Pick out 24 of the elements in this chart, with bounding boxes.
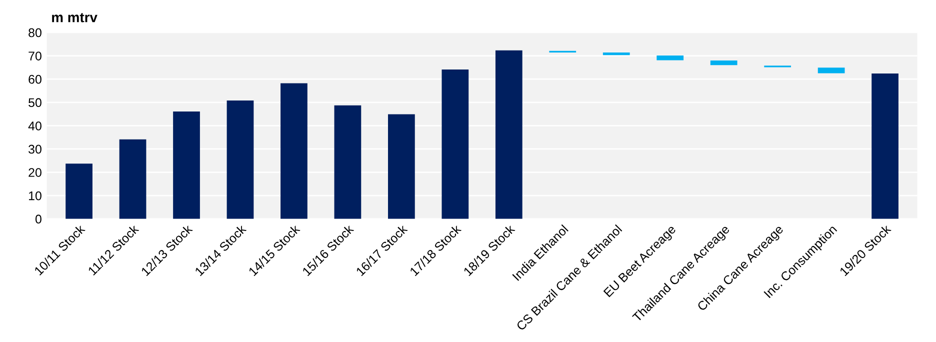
bar	[602, 52, 630, 56]
bar	[495, 50, 522, 219]
y-tick-label: 0	[35, 214, 42, 224]
bar	[442, 70, 469, 219]
bar	[388, 114, 415, 219]
bar	[656, 56, 684, 60]
y-tick-label: 10	[28, 191, 42, 200]
bar	[226, 100, 254, 219]
bar	[66, 164, 92, 219]
bar	[710, 60, 738, 66]
y-tick-label: 80	[28, 28, 42, 38]
y-tick-label: 60	[28, 74, 42, 84]
bar	[119, 139, 146, 219]
y-tick-label: 50	[28, 98, 42, 108]
y-tick-label: 30	[28, 144, 42, 154]
y-axis-title: m mtrv	[52, 13, 98, 22]
bar	[173, 111, 200, 219]
bar	[334, 105, 362, 219]
bar	[280, 83, 308, 219]
y-tick-label: 70	[28, 52, 42, 60]
y-tick-label: 20	[28, 168, 42, 177]
bar	[818, 68, 845, 74]
bar	[872, 73, 898, 219]
y-tick-label: 40	[28, 121, 42, 130]
